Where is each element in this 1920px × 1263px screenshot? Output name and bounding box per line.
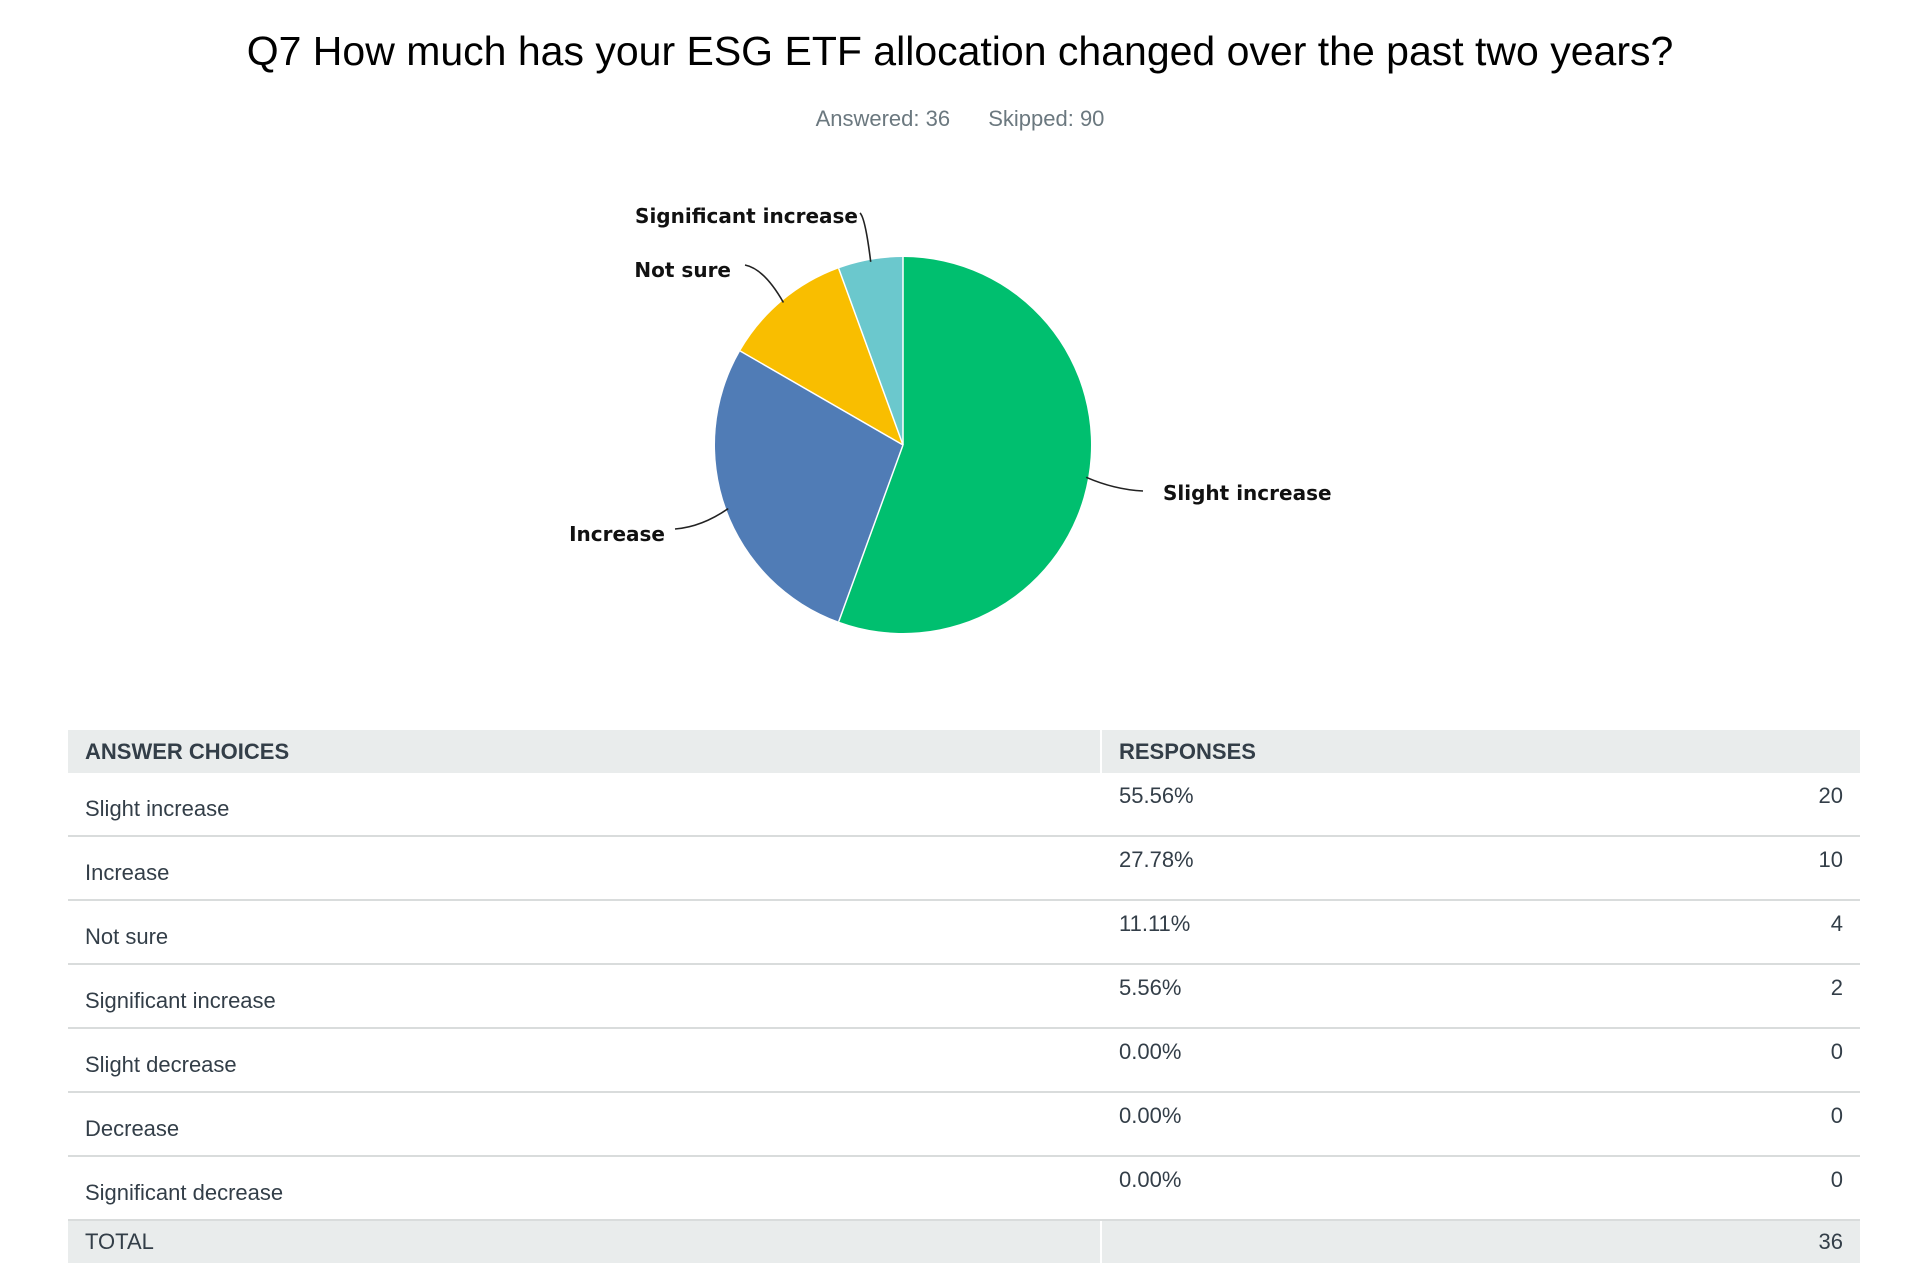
choice-label: Not sure (68, 900, 1101, 965)
choice-label: Increase (68, 836, 1101, 901)
response-count: 20 (1481, 773, 1860, 837)
response-count: 10 (1481, 836, 1860, 901)
total-row: TOTAL 36 (68, 1220, 1860, 1263)
response-stats: Answered: 36 Skipped: 90 (0, 106, 1920, 132)
slice-label: Increase (569, 522, 665, 546)
table-row: Slight decrease 0.00% 0 (68, 1028, 1860, 1093)
response-percent: 0.00% (1100, 1092, 1481, 1157)
pie-slice-slight-increase[interactable] (838, 257, 1091, 633)
answered-count: Answered: 36 (815, 106, 951, 131)
choice-label: Significant increase (68, 964, 1101, 1029)
response-count: 4 (1481, 900, 1860, 965)
pie-slice-not-sure[interactable] (740, 268, 903, 445)
choice-label: Decrease (68, 1092, 1101, 1157)
header-responses: RESPONSES (1100, 730, 1860, 773)
question-title: Q7 How much has your ESG ETF allocation … (246, 28, 1674, 74)
response-count: 2 (1481, 964, 1860, 1029)
response-percent: 5.56% (1100, 964, 1481, 1029)
table-row: Decrease 0.00% 0 (68, 1092, 1860, 1157)
total-count: 36 (1481, 1220, 1860, 1263)
total-blank-cell (1100, 1220, 1481, 1263)
leader-line (859, 212, 872, 262)
pie-chart: Slight increase Increase Not sure Significa… (569, 204, 1332, 633)
choice-label: Slight increase (68, 773, 1101, 837)
table-header-row: ANSWER CHOICES RESPONSES (68, 730, 1860, 773)
slice-separator (739, 350, 904, 446)
response-count: 0 (1481, 1028, 1860, 1093)
pie-chart-svg: Slight increase Increase Not sure Significa… (569, 204, 1332, 633)
response-percent: 0.00% (1100, 1028, 1481, 1093)
header-answer-choices: ANSWER CHOICES (68, 730, 1101, 773)
total-label: TOTAL (68, 1220, 1101, 1263)
choice-label: Significant decrease (68, 1156, 1101, 1221)
leader-line (1085, 476, 1144, 492)
response-percent: 27.78% (1100, 836, 1481, 901)
leader-line (674, 507, 729, 530)
results-table: ANSWER CHOICES RESPONSES Slight increase… (68, 730, 1860, 1263)
table-row: Significant decrease 0.00% 0 (68, 1156, 1860, 1221)
table-row: Increase 27.78% 10 (68, 836, 1860, 901)
response-count: 0 (1481, 1156, 1860, 1221)
slice-label: Significant increase (635, 204, 858, 228)
skipped-count: Skipped: 90 (988, 106, 1105, 131)
response-percent: 0.00% (1100, 1156, 1481, 1221)
slice-label: Not sure (634, 258, 731, 282)
slice-separator (837, 268, 904, 446)
table-row: Significant increase 5.56% 2 (68, 964, 1860, 1029)
pie-slice-significant-increase[interactable] (838, 257, 903, 445)
leader-line (744, 264, 785, 303)
response-percent: 11.11% (1100, 900, 1481, 965)
response-count: 0 (1481, 1092, 1860, 1157)
response-percent: 55.56% (1100, 773, 1481, 837)
table-row: Slight increase 55.56% 20 (68, 773, 1860, 837)
table-row: Not sure 11.11% 4 (68, 900, 1860, 965)
choice-label: Slight decrease (68, 1028, 1101, 1093)
slice-label: Slight increase (1163, 481, 1332, 505)
slice-separator (838, 444, 904, 622)
